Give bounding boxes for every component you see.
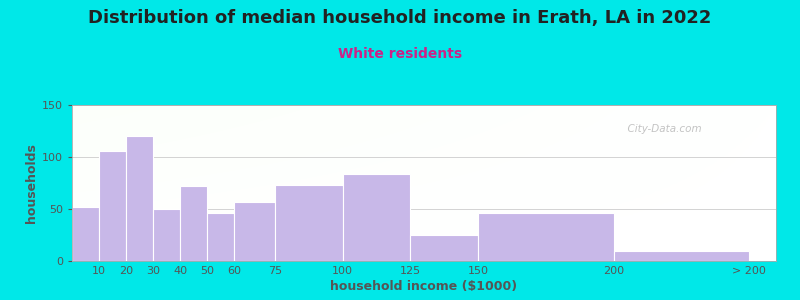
Bar bbox=[207, 213, 234, 261]
Bar bbox=[154, 209, 180, 261]
Bar bbox=[180, 186, 207, 261]
Bar bbox=[614, 250, 749, 261]
Bar bbox=[234, 202, 275, 261]
Bar bbox=[99, 151, 126, 261]
Bar bbox=[410, 235, 478, 261]
X-axis label: household income ($1000): household income ($1000) bbox=[330, 280, 518, 293]
Y-axis label: households: households bbox=[25, 143, 38, 223]
Text: Distribution of median household income in Erath, LA in 2022: Distribution of median household income … bbox=[88, 9, 712, 27]
Bar bbox=[72, 207, 99, 261]
Bar bbox=[478, 213, 614, 261]
Bar bbox=[342, 174, 410, 261]
Bar bbox=[126, 136, 154, 261]
Text: White residents: White residents bbox=[338, 47, 462, 61]
Bar bbox=[275, 185, 342, 261]
Text: City-Data.com: City-Data.com bbox=[621, 124, 702, 134]
